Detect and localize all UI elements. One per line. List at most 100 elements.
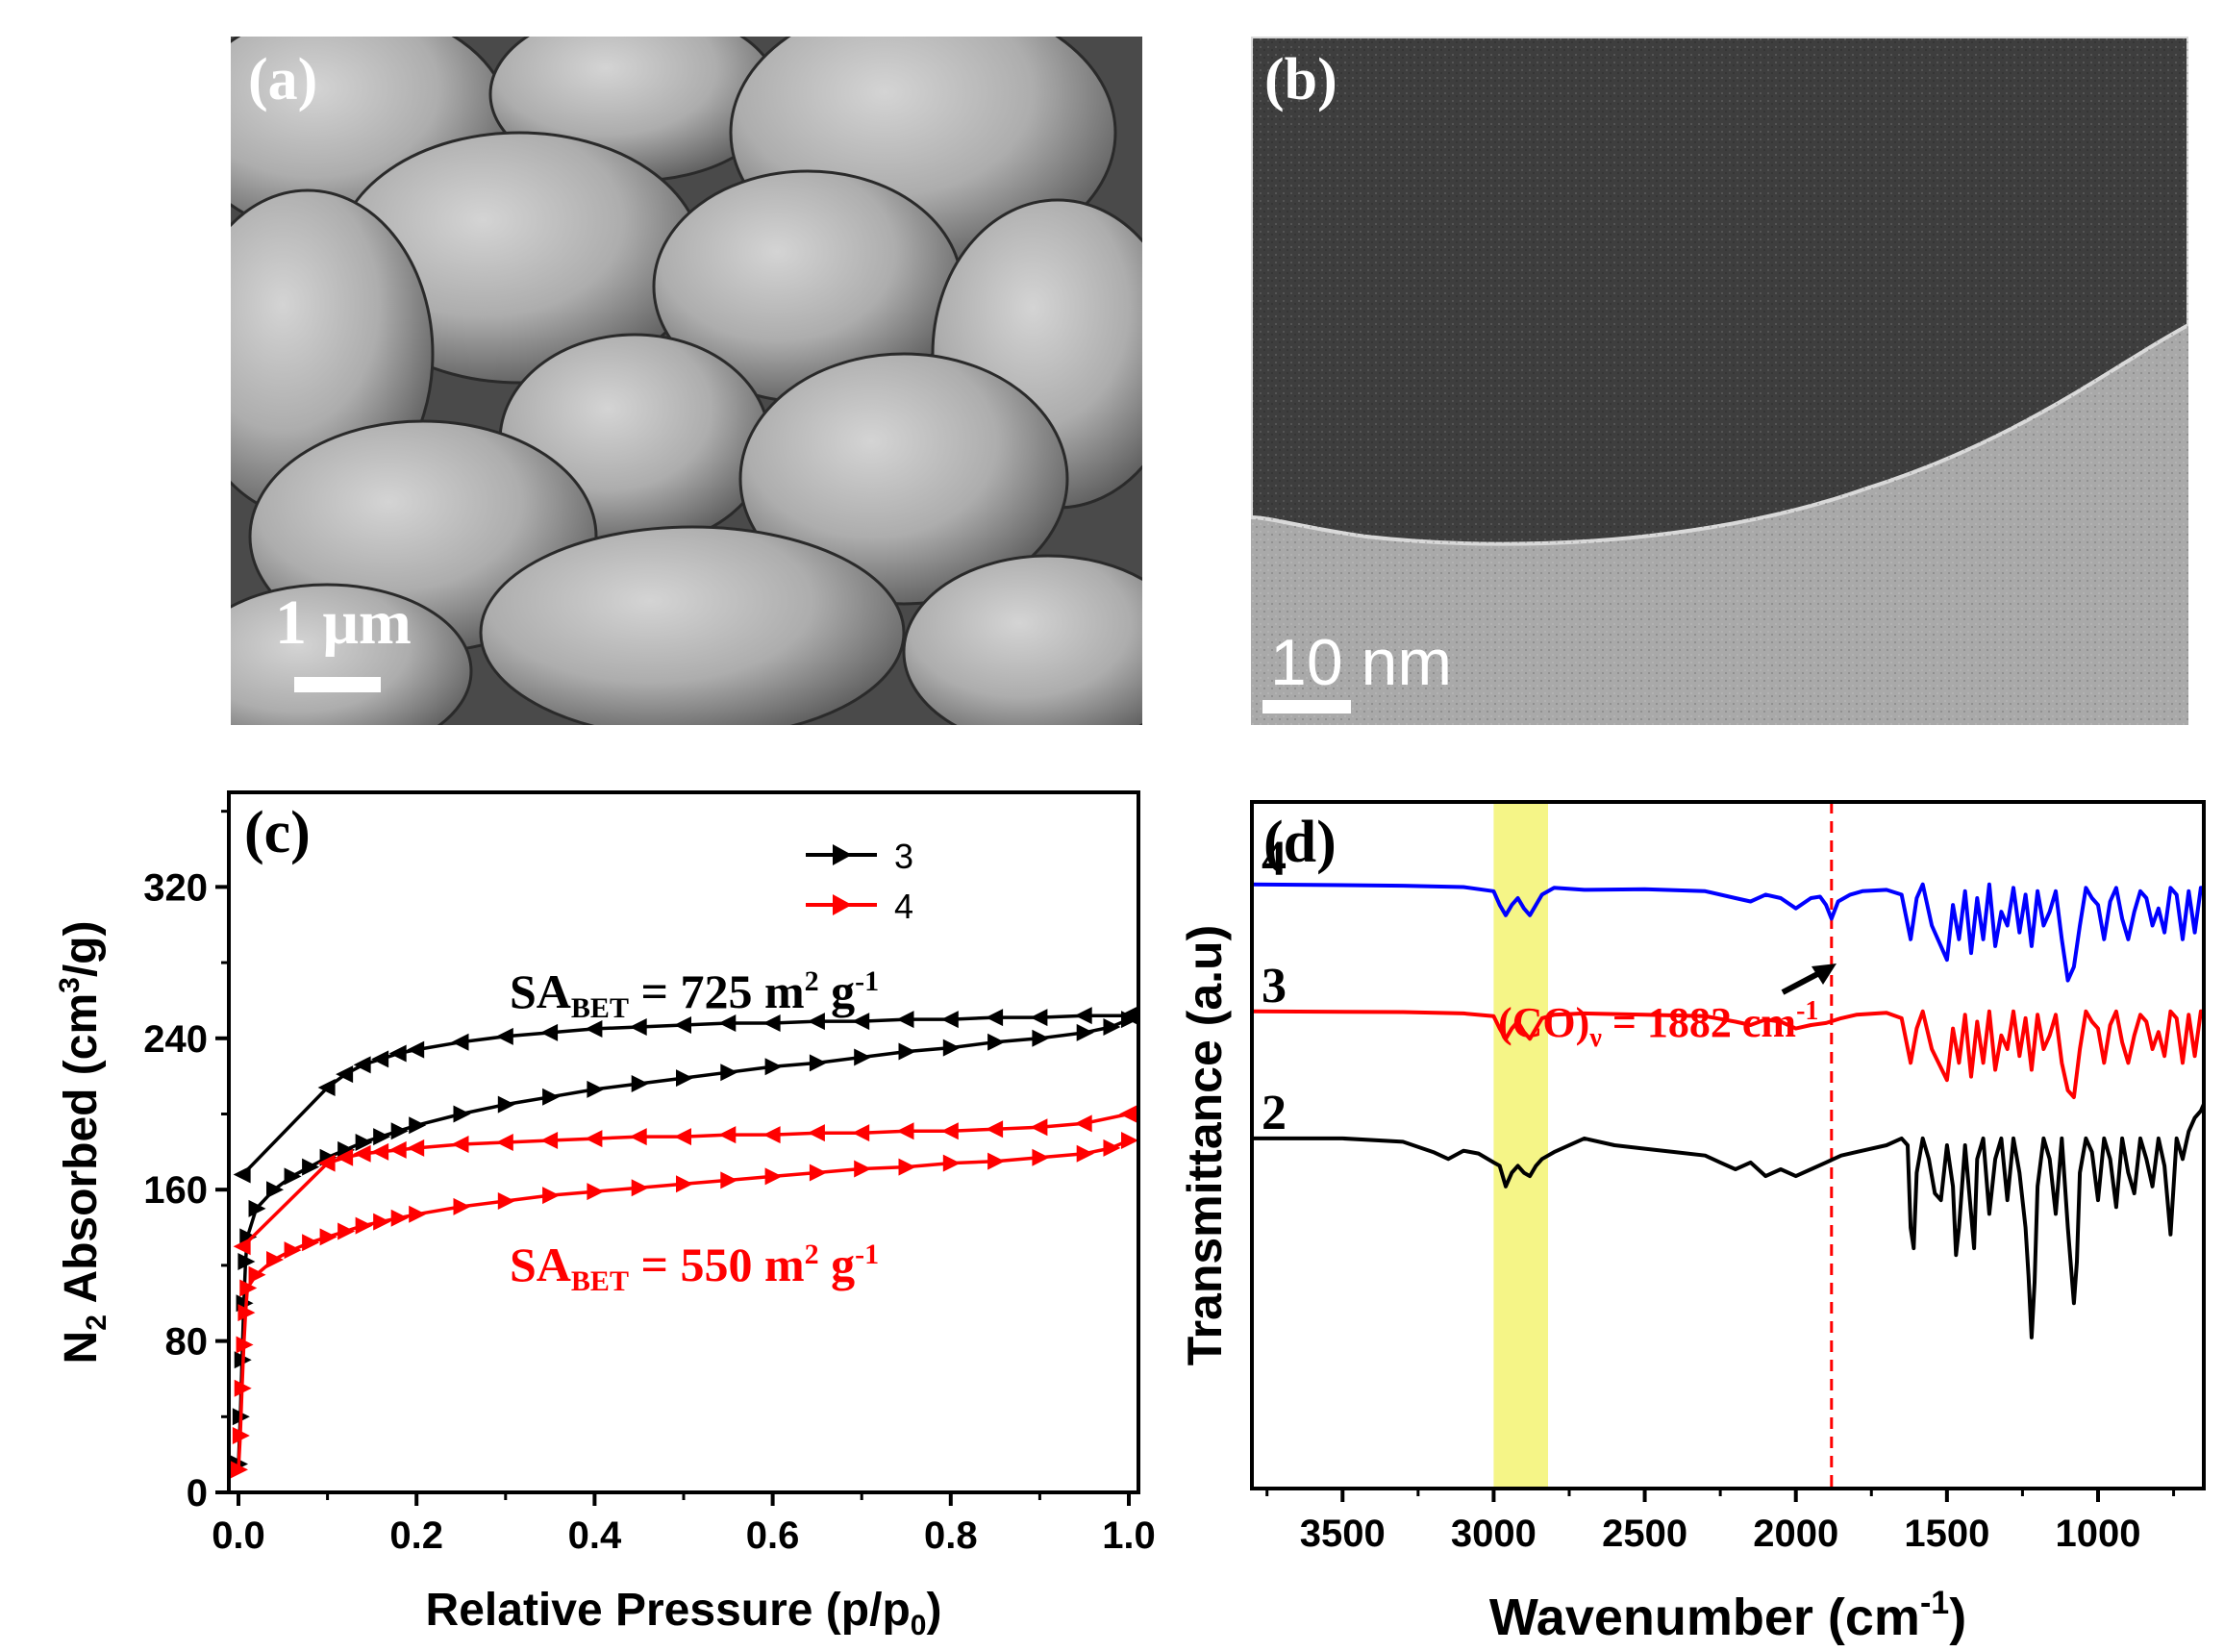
ftir-series-group bbox=[1251, 882, 2206, 1339]
series-3-adsorption-point bbox=[631, 1075, 649, 1093]
legend: 3 4 bbox=[806, 837, 913, 926]
legend-label-3: 3 bbox=[894, 837, 913, 876]
series-3-desorption-point bbox=[1074, 1007, 1092, 1025]
co-annotation: (CO)ν = 1882 cm-1 bbox=[1498, 996, 1818, 1053]
series-4-adsorption-point bbox=[266, 1250, 285, 1268]
series-3-adsorption-point bbox=[373, 1128, 391, 1146]
series-3-desorption-point bbox=[674, 1016, 691, 1035]
series-4-desorption-point bbox=[940, 1122, 959, 1140]
annotation-sup1: 2 bbox=[805, 1239, 819, 1270]
y-axis-label: Transmittance (a.u) bbox=[1178, 925, 1232, 1365]
series-4-adsorption-point bbox=[631, 1179, 649, 1197]
series-4-desorption-point bbox=[1074, 1114, 1092, 1133]
legend-label-4: 4 bbox=[894, 887, 913, 926]
series-3-desorption-point bbox=[371, 1050, 389, 1068]
series-4-adsorption-point bbox=[232, 1426, 250, 1444]
series-3-adsorption-point bbox=[284, 1167, 302, 1186]
annotation-main: SA bbox=[510, 964, 571, 1018]
series-3-adsorption-point bbox=[898, 1042, 916, 1061]
series-4-desorption-point bbox=[896, 1122, 914, 1140]
x-tick-label: 2500 bbox=[1602, 1513, 1687, 1555]
annotation-rest2: g bbox=[819, 1238, 856, 1291]
y-axis-label-rest: Absorbed (cm bbox=[56, 993, 107, 1314]
series-4-adsorption-point bbox=[497, 1191, 515, 1210]
x-axis-label: Wavenumber (cm-1) bbox=[1489, 1585, 1966, 1646]
panel-label-d: (d) bbox=[1263, 810, 1337, 875]
series-3-adsorption-point bbox=[720, 1064, 738, 1082]
y-tick-label: 80 bbox=[165, 1321, 209, 1364]
series-3-adsorption-point bbox=[676, 1069, 693, 1088]
series-3-adsorption-point bbox=[809, 1054, 827, 1072]
x-axis-label-end: ) bbox=[1949, 1589, 1966, 1646]
series-4-desorption-point bbox=[371, 1142, 389, 1161]
y-tick-label: 320 bbox=[143, 866, 208, 909]
annotation-sup1: 2 bbox=[805, 965, 819, 997]
ftir-trace-4 bbox=[1251, 882, 2204, 983]
series-3-adsorption-point bbox=[942, 1039, 961, 1057]
series-3-adsorption-point bbox=[587, 1080, 605, 1098]
series-4-desorption-point bbox=[495, 1134, 513, 1151]
series-3-desorption-point bbox=[762, 1014, 781, 1033]
y-tick-label: 240 bbox=[143, 1018, 208, 1061]
trace-label-2: 2 bbox=[1262, 1086, 1287, 1140]
sem-image-panel: (a) 1 μm bbox=[231, 37, 1142, 725]
series-4-adsorption-point bbox=[239, 1279, 258, 1297]
x-tick-label: 1000 bbox=[2056, 1513, 2141, 1555]
series-3-adsorption-point bbox=[237, 1252, 256, 1270]
series-4-adsorption-point bbox=[390, 1209, 409, 1227]
legend-marker-4 bbox=[833, 894, 852, 915]
x-tick-label: 1500 bbox=[1904, 1513, 1989, 1555]
series-3-desorption-point bbox=[388, 1044, 407, 1063]
x-tick-label: 0.8 bbox=[924, 1514, 978, 1557]
series-3-desorption-point bbox=[1119, 1007, 1137, 1025]
series-4-desorption-point bbox=[1119, 1105, 1137, 1123]
series-4-adsorption-point bbox=[453, 1197, 471, 1215]
series-4-adsorption-line bbox=[237, 1139, 1130, 1470]
series-4-adsorption-point bbox=[302, 1234, 320, 1252]
series-4-desorption-point bbox=[407, 1139, 425, 1157]
series-4-desorption-point bbox=[674, 1128, 691, 1146]
series-4-desorption-point bbox=[718, 1126, 737, 1144]
scale-bar-label: 1 μm bbox=[275, 588, 412, 658]
sem-particles bbox=[231, 37, 1142, 725]
series-4-desorption-point bbox=[353, 1144, 371, 1163]
series-3-adsorption-point bbox=[355, 1134, 373, 1151]
series-3-adsorption-point bbox=[390, 1122, 409, 1140]
series-3-adsorption-point bbox=[302, 1158, 320, 1176]
trace-label-4: 4 bbox=[1262, 832, 1287, 887]
ftir-trace-2 bbox=[1252, 1103, 2206, 1339]
series-4-desorption-point bbox=[388, 1140, 407, 1159]
co-annotation-main: (CO) bbox=[1498, 999, 1589, 1046]
series-3-adsorption-point bbox=[1032, 1029, 1050, 1047]
series-4-adsorption-point bbox=[854, 1160, 872, 1178]
series-4-adsorption-point bbox=[987, 1152, 1006, 1170]
series-3-adsorption-point bbox=[409, 1116, 427, 1135]
series-3-adsorption-point bbox=[453, 1105, 471, 1123]
scale-bar bbox=[1262, 700, 1351, 713]
legend-marker-3 bbox=[833, 844, 852, 865]
x-axis-label-sub: 0 bbox=[911, 1610, 927, 1641]
series-4-adsorption-point bbox=[898, 1158, 916, 1176]
isotherm-chart-panel: 0.0 0.2 0.4 0.6 0.8 1.0 0 80 160 240 320 3 4 (c) S… bbox=[0, 769, 1163, 1652]
series-4-adsorption-point bbox=[319, 1228, 337, 1246]
annotation-sup2: -1 bbox=[855, 965, 879, 997]
series-4-adsorption-point bbox=[236, 1336, 254, 1354]
series-4-desorption-point bbox=[540, 1132, 559, 1150]
series-4-desorption-point bbox=[852, 1124, 870, 1142]
series-4-desorption-point bbox=[317, 1154, 336, 1172]
series-4-desorption-point bbox=[629, 1128, 647, 1146]
annotation-rest: = 725 m bbox=[629, 964, 805, 1018]
series-4-desorption-point bbox=[451, 1135, 469, 1153]
x-tick-label: 0.0 bbox=[212, 1514, 265, 1557]
series-4-adsorption-point bbox=[237, 1304, 256, 1322]
series-3-adsorption-point bbox=[266, 1181, 285, 1199]
axis-ticks: 0.0 0.2 0.4 0.6 0.8 1.0 0 80 160 240 320 bbox=[143, 810, 1156, 1557]
x-tick-label: 2000 bbox=[1753, 1513, 1838, 1555]
x-axis-label: Relative Pressure (p/p0) bbox=[426, 1585, 942, 1641]
co-annotation-rest: = 1882 cm bbox=[1602, 999, 1796, 1046]
series-4-adsorption-point bbox=[248, 1265, 266, 1284]
ftir-chart-panel: 3500 3000 2500 2000 1500 1000 4 3 2 (d) (CO)ν =… bbox=[1163, 769, 2224, 1652]
series-4-desorption-point bbox=[986, 1120, 1004, 1139]
series-3-desorption-point bbox=[629, 1017, 647, 1036]
